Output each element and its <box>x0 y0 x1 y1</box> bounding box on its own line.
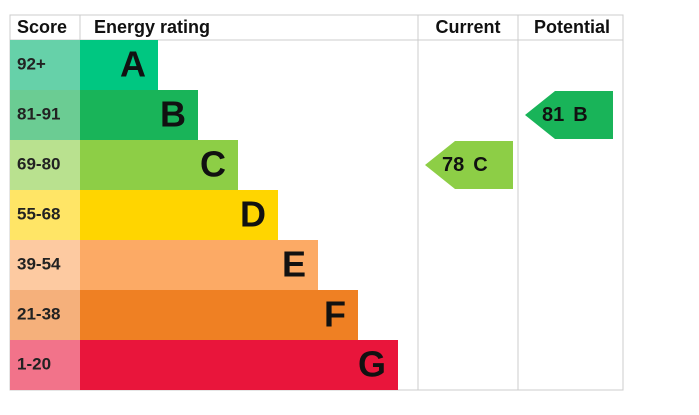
score-label: 81-91 <box>17 104 60 123</box>
band-bar <box>80 340 398 390</box>
score-cell <box>10 240 80 290</box>
score-label: 39-54 <box>17 254 61 273</box>
band-bar <box>80 190 278 240</box>
current-value: 78 <box>442 154 464 176</box>
band-letter: E <box>282 244 306 285</box>
band-bar <box>80 140 238 190</box>
current-arrow <box>425 141 513 189</box>
score-cell <box>10 90 80 140</box>
score-label: 69-80 <box>17 154 60 173</box>
current-label: 78 C <box>442 154 488 176</box>
header-current: Current <box>435 17 500 37</box>
band-bar <box>80 90 198 140</box>
potential-arrow <box>525 91 613 139</box>
band-bar <box>80 40 158 90</box>
band-letter: A <box>120 44 146 85</box>
band-letter: F <box>324 294 346 335</box>
band-letter: B <box>160 94 186 135</box>
band-bar <box>80 240 318 290</box>
header-potential: Potential <box>534 17 610 37</box>
score-label: 92+ <box>17 54 46 73</box>
header-score: Score <box>17 17 67 37</box>
potential-letter: B <box>573 104 587 126</box>
potential-label: 81 B <box>542 104 588 126</box>
score-cell <box>10 290 80 340</box>
header-rating: Energy rating <box>94 17 210 37</box>
potential-value: 81 <box>542 104 564 126</box>
current-letter: C <box>473 154 487 176</box>
score-cell <box>10 140 80 190</box>
score-label: 55-68 <box>17 204 60 223</box>
band-bar <box>80 290 358 340</box>
band-letter: D <box>240 194 266 235</box>
score-cell <box>10 340 80 390</box>
score-label: 1-20 <box>17 354 51 373</box>
band-letter: C <box>200 144 226 185</box>
band-letter: G <box>358 344 386 385</box>
score-cell <box>10 40 80 90</box>
score-cell <box>10 190 80 240</box>
score-label: 21-38 <box>17 304 60 323</box>
